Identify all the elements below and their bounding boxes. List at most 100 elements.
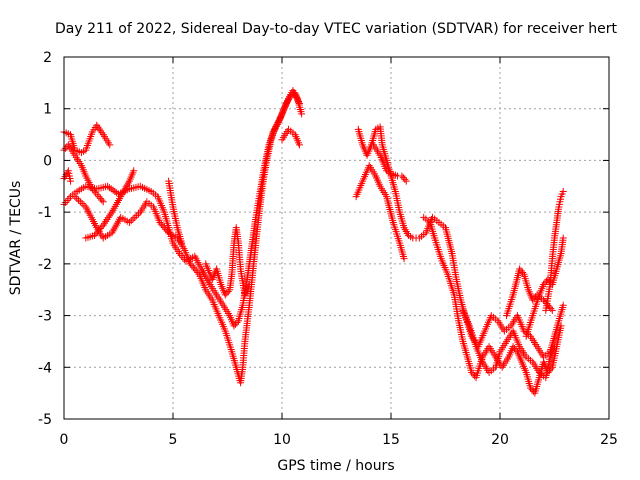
x-tick-label: 20 — [491, 432, 509, 448]
data-point — [98, 196, 106, 204]
data-point — [92, 230, 100, 238]
data-point — [559, 301, 567, 309]
data-point — [96, 194, 104, 202]
data-point — [98, 223, 106, 231]
data-point — [517, 267, 525, 275]
data-point — [156, 218, 164, 226]
x-tick-label: 15 — [382, 432, 400, 448]
data-point — [189, 263, 197, 271]
data-point — [76, 198, 84, 206]
series-trace-b — [60, 141, 107, 206]
data-point — [194, 268, 202, 276]
data-point — [509, 343, 517, 351]
y-tick-label: -5 — [38, 412, 52, 428]
data-point — [548, 306, 556, 314]
y-tick-label: 2 — [43, 50, 52, 66]
data-point — [80, 201, 88, 209]
series-trace-e — [71, 87, 306, 387]
data-point — [67, 177, 75, 185]
series-trace-m — [420, 213, 565, 397]
data-point — [160, 224, 168, 232]
data-point — [99, 198, 107, 206]
data-point — [127, 217, 135, 225]
data-point — [519, 268, 527, 276]
data-point — [93, 191, 101, 199]
data-point — [63, 197, 71, 205]
y-tick-label: -1 — [38, 205, 52, 221]
data-point — [131, 213, 139, 221]
data-point — [511, 344, 519, 352]
y-axis-title: SDTVAR / TECUs — [8, 181, 24, 296]
data-point — [78, 200, 86, 208]
data-point — [402, 177, 410, 185]
data-point — [233, 318, 241, 326]
data-point — [223, 289, 231, 297]
y-tick-label: -2 — [38, 257, 52, 273]
data-point — [134, 210, 142, 218]
data-point — [399, 174, 407, 182]
data-point — [559, 187, 567, 195]
data-point — [468, 368, 476, 376]
data-point — [105, 184, 113, 192]
data-point — [125, 218, 133, 226]
data-point — [92, 189, 100, 197]
tick-layer: 0 5 10 15 20 25 -5 -4 -3 -2 -1 0 1 2 — [38, 50, 618, 448]
data-point — [540, 296, 548, 304]
data-point — [298, 110, 306, 118]
data-point — [75, 196, 83, 204]
y-tick-label: 1 — [43, 102, 52, 118]
series-trace-q — [542, 187, 567, 314]
data-point — [512, 346, 520, 354]
data-point — [159, 222, 167, 230]
data-layer — [60, 87, 567, 397]
data-point — [527, 384, 535, 392]
x-tick-label: 10 — [273, 432, 291, 448]
y-tick-label: -3 — [38, 309, 52, 325]
data-point — [221, 291, 229, 299]
data-point — [230, 322, 238, 330]
data-point — [96, 225, 104, 233]
data-point — [186, 260, 194, 268]
data-point — [133, 212, 141, 220]
series-trace-o — [503, 265, 556, 320]
series-trace-h — [202, 224, 253, 299]
chart-title: Day 211 of 2022, Sidereal Day-to-day VTE… — [55, 21, 617, 37]
data-point — [192, 267, 200, 275]
x-tick-label: 0 — [60, 432, 69, 448]
data-point — [528, 386, 536, 394]
data-point — [551, 343, 558, 351]
data-point — [545, 303, 553, 311]
data-point — [191, 265, 199, 273]
data-point — [62, 198, 70, 206]
x-axis-title: GPS time / hours — [277, 458, 394, 474]
data-point — [557, 322, 565, 330]
data-point — [516, 265, 524, 273]
series-trace-k — [352, 162, 408, 263]
series-trace-i — [278, 125, 303, 149]
series-trace-g — [165, 177, 186, 247]
data-point — [104, 182, 112, 190]
data-point — [106, 141, 114, 149]
x-tick-label: 5 — [169, 432, 178, 448]
data-point — [129, 215, 137, 223]
y-tick-label: -4 — [38, 360, 52, 376]
data-point — [163, 227, 171, 235]
data-point — [178, 239, 186, 247]
data-point — [245, 281, 253, 289]
data-point — [469, 370, 477, 378]
series-trace-n — [459, 306, 558, 382]
data-point — [111, 187, 119, 195]
data-point — [547, 305, 555, 313]
data-point — [530, 294, 538, 302]
data-point — [95, 226, 103, 234]
data-point — [107, 185, 115, 193]
data-point — [71, 193, 79, 201]
data-point — [73, 194, 81, 202]
data-point — [157, 220, 165, 228]
data-point — [224, 287, 232, 295]
plot-frame — [63, 56, 610, 420]
series-trace-a — [60, 121, 114, 157]
data-point — [398, 172, 406, 180]
series-trace-f — [82, 167, 138, 242]
